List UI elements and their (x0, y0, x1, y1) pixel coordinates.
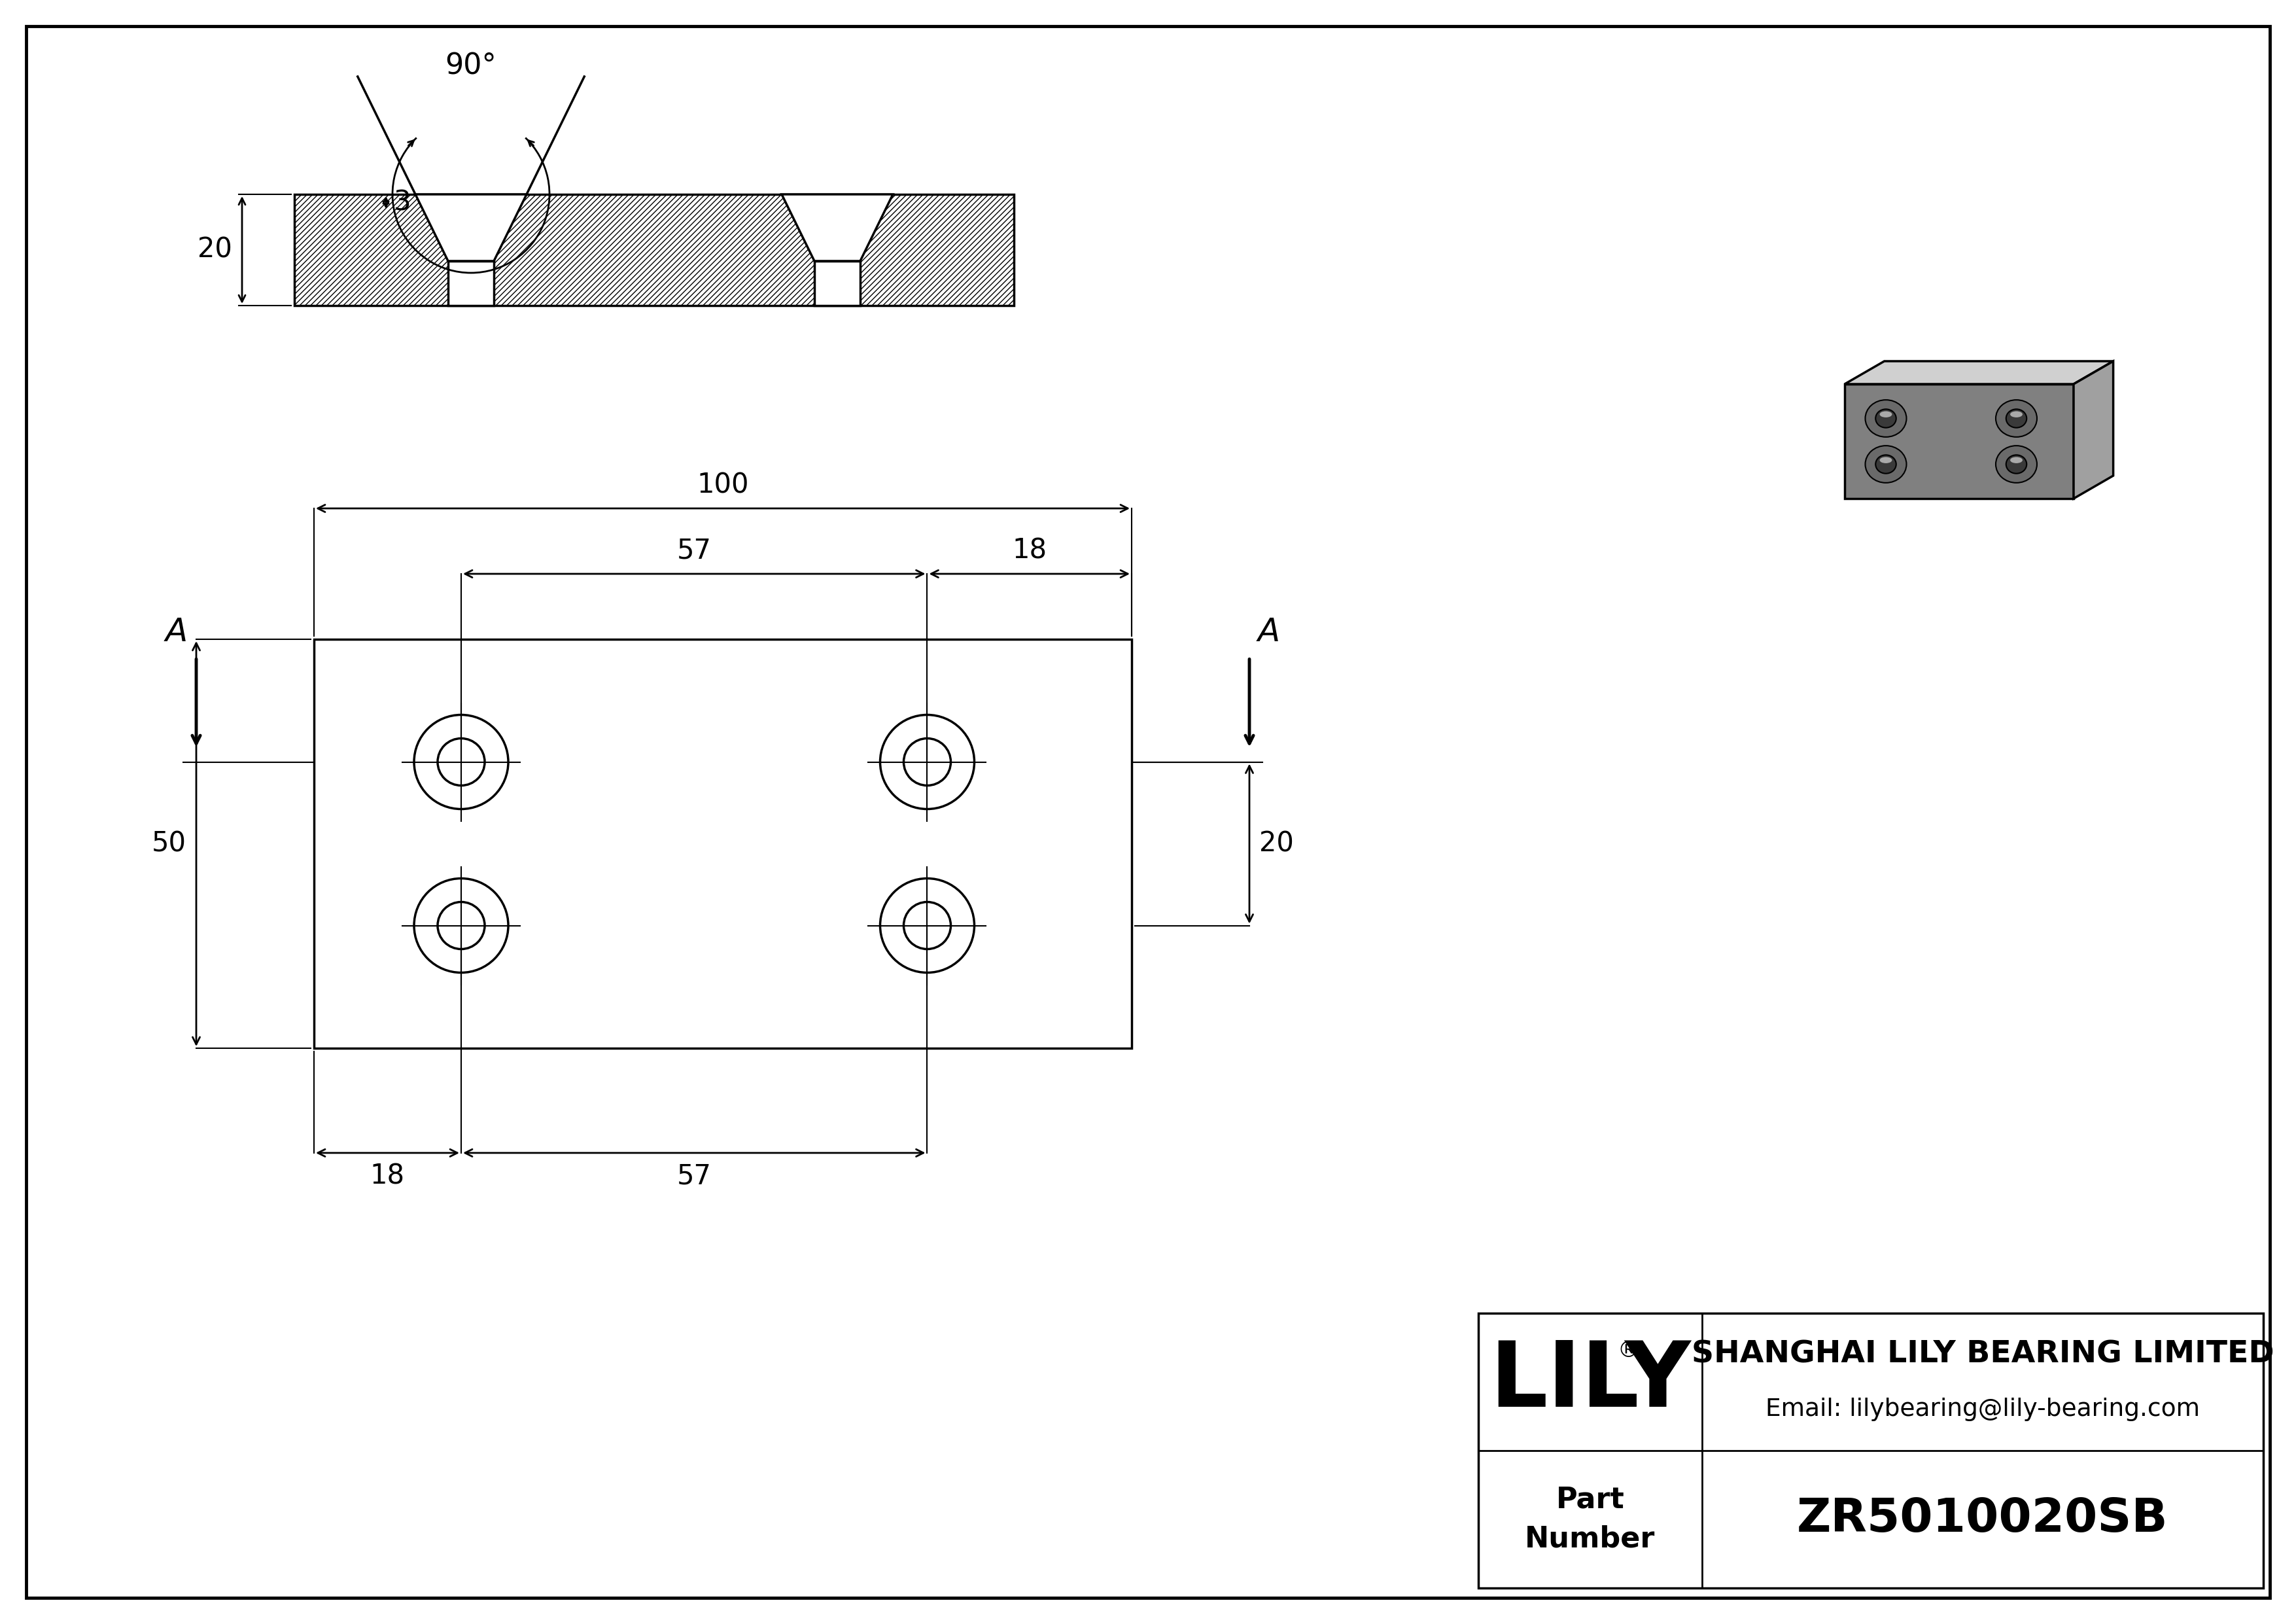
Text: A: A (1258, 615, 1281, 648)
Polygon shape (1844, 361, 2112, 385)
Text: ZR5010020SB: ZR5010020SB (1798, 1497, 2167, 1541)
Ellipse shape (1876, 455, 1896, 474)
Text: 50: 50 (152, 830, 186, 857)
Bar (294, 195, 1015, 305)
Bar (815, 261, 861, 305)
Ellipse shape (1995, 445, 2037, 482)
Text: 18: 18 (370, 1163, 404, 1190)
Text: Part
Number: Part Number (1525, 1486, 1655, 1553)
Text: 20: 20 (1258, 830, 1293, 857)
Text: Email: lilybearing@lily-bearing.com: Email: lilybearing@lily-bearing.com (1766, 1398, 2200, 1421)
Text: 20: 20 (197, 235, 232, 263)
Text: 90°: 90° (445, 52, 496, 80)
Text: 57: 57 (677, 1163, 712, 1190)
Text: SHANGHAI LILY BEARING LIMITED: SHANGHAI LILY BEARING LIMITED (1692, 1340, 2273, 1369)
Text: 57: 57 (677, 536, 712, 564)
Text: 3: 3 (395, 188, 411, 216)
Text: A: A (165, 615, 188, 648)
Ellipse shape (1880, 411, 1892, 417)
Polygon shape (1844, 385, 2073, 499)
Ellipse shape (1880, 456, 1892, 463)
Text: LILY: LILY (1490, 1338, 1690, 1426)
Ellipse shape (1864, 400, 1906, 437)
Text: ®: ® (1616, 1340, 1639, 1361)
Text: 100: 100 (696, 471, 748, 499)
Ellipse shape (1995, 400, 2037, 437)
Polygon shape (416, 195, 526, 261)
Bar (315, 640, 1132, 1047)
Bar (1479, 1314, 2264, 1588)
Ellipse shape (2011, 411, 2023, 417)
Polygon shape (781, 195, 893, 261)
Ellipse shape (2007, 409, 2027, 427)
Ellipse shape (1864, 445, 1906, 482)
Ellipse shape (1876, 409, 1896, 427)
Polygon shape (2073, 361, 2112, 499)
Ellipse shape (2011, 456, 2023, 463)
Bar (448, 261, 494, 305)
Text: 18: 18 (1013, 536, 1047, 564)
Ellipse shape (2007, 455, 2027, 474)
